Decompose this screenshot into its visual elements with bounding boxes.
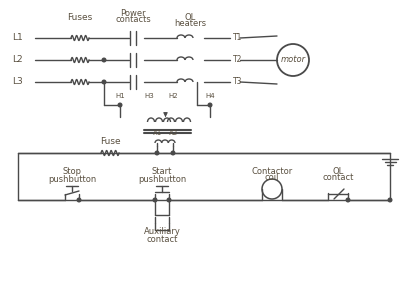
Circle shape	[171, 151, 175, 155]
Text: L3: L3	[12, 78, 23, 87]
Text: coil: coil	[265, 173, 279, 183]
Text: Contactor: Contactor	[252, 167, 293, 176]
Text: H4: H4	[205, 93, 215, 99]
Text: contact: contact	[322, 173, 354, 183]
Text: pushbutton: pushbutton	[48, 175, 96, 184]
Text: T1: T1	[233, 34, 242, 43]
Circle shape	[118, 103, 122, 107]
Text: Start: Start	[152, 168, 172, 176]
Circle shape	[167, 198, 171, 202]
Text: Auxiliary: Auxiliary	[144, 228, 181, 237]
Text: H2: H2	[168, 93, 178, 99]
Text: L2: L2	[12, 55, 23, 64]
Text: OL: OL	[184, 13, 196, 22]
Text: Fuses: Fuses	[67, 13, 93, 22]
Circle shape	[102, 58, 106, 62]
Circle shape	[77, 198, 81, 202]
Text: X2: X2	[168, 130, 178, 136]
Text: motor: motor	[281, 55, 306, 64]
Circle shape	[388, 198, 392, 202]
Text: OL: OL	[332, 167, 344, 176]
Circle shape	[346, 198, 350, 202]
Text: heaters: heaters	[174, 18, 206, 27]
Text: pushbutton: pushbutton	[138, 175, 186, 184]
Text: Fuse: Fuse	[100, 137, 120, 147]
Circle shape	[155, 151, 159, 155]
Text: H1: H1	[115, 93, 125, 99]
Text: T2: T2	[233, 55, 242, 64]
Text: contact: contact	[146, 236, 178, 245]
Text: L1: L1	[12, 34, 23, 43]
Circle shape	[153, 198, 157, 202]
Text: T3: T3	[233, 78, 242, 87]
Text: Power: Power	[120, 9, 146, 18]
Circle shape	[102, 80, 106, 84]
Text: contacts: contacts	[115, 14, 151, 23]
Circle shape	[208, 103, 212, 107]
Text: H3: H3	[144, 93, 154, 99]
Text: X1: X1	[152, 130, 162, 136]
Text: Stop: Stop	[63, 168, 81, 176]
